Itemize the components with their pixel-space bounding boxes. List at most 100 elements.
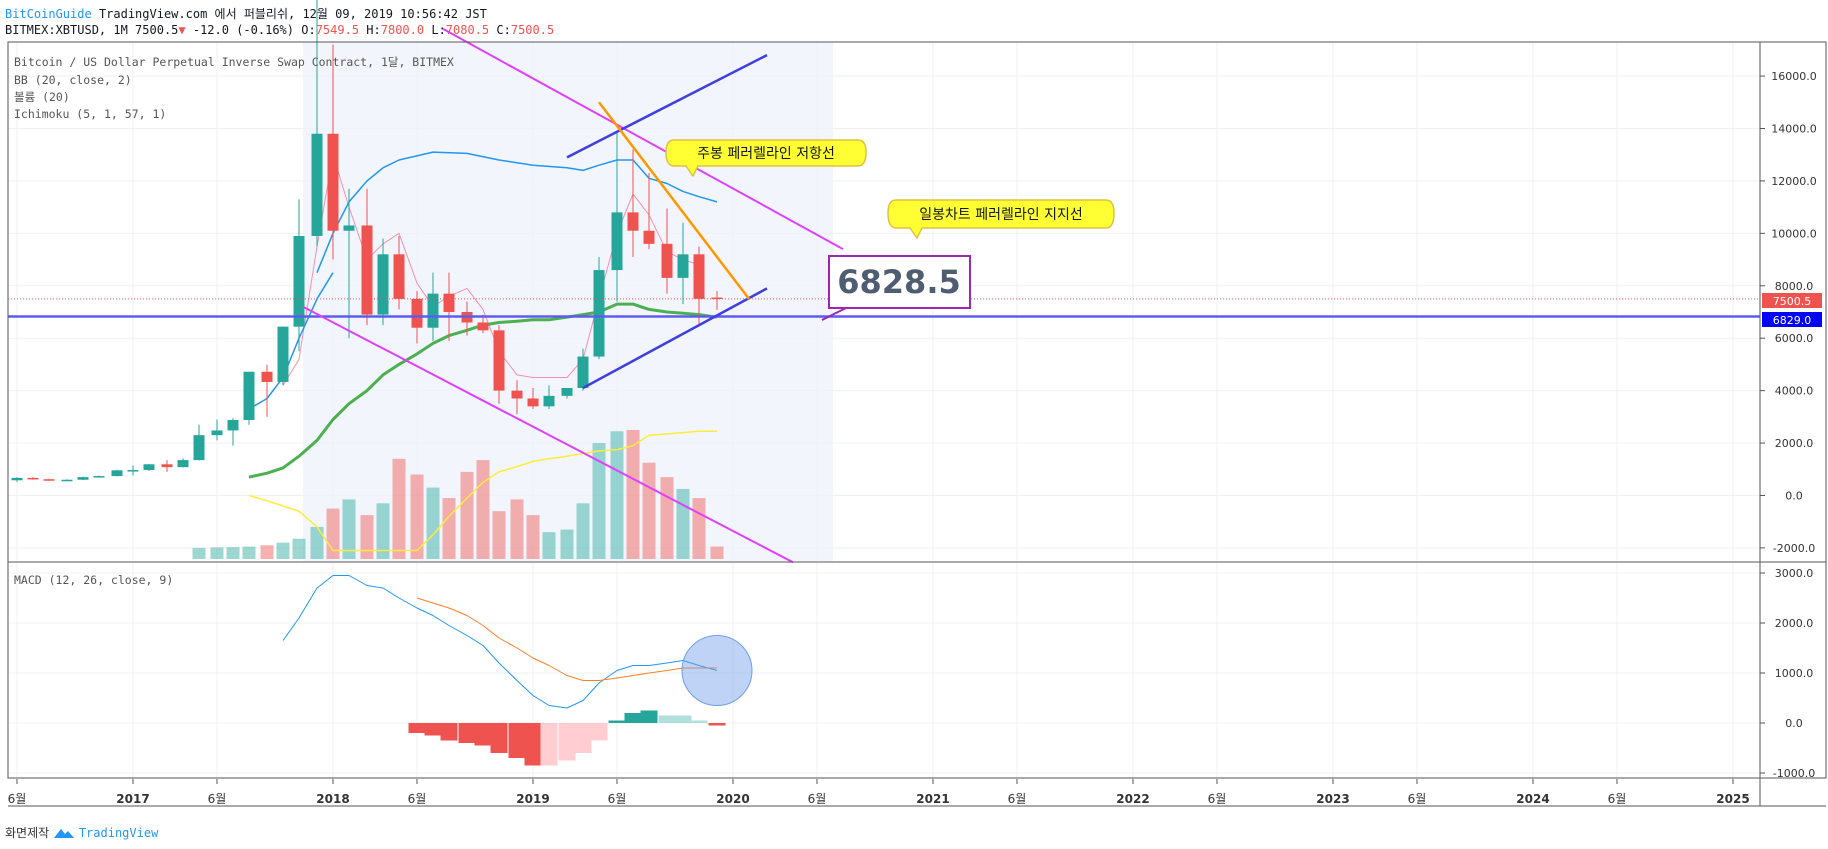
publish-info: TradingView.com 에서 퍼블리쉬, 12월 09, 2019 10… xyxy=(98,7,487,21)
volume-ma-line xyxy=(248,430,717,552)
callout-weekly-text: 주봉 페러렐라인 저항선 xyxy=(697,146,835,162)
volume-bar xyxy=(692,498,706,559)
candle-body xyxy=(527,398,539,407)
macd-histogram-bar xyxy=(558,723,576,761)
volume-bar xyxy=(626,429,640,559)
change-value: -12.0 (-0.16%) xyxy=(192,23,295,37)
candle-body xyxy=(477,322,489,331)
macd-histogram-bar xyxy=(440,723,458,741)
candle-body xyxy=(277,326,289,382)
macd-histogram-bar xyxy=(508,723,526,758)
footer: 화면제작 TradingView xyxy=(5,824,158,841)
legend-volume[interactable]: 볼륨 (20) xyxy=(14,90,70,104)
price-tick-label: 16000.0 xyxy=(1771,70,1817,83)
volume-bar xyxy=(392,458,406,559)
legend-title[interactable]: Bitcoin / US Dollar Perpetual Inverse Sw… xyxy=(14,55,454,69)
volume-bar xyxy=(242,546,256,559)
symbol-info: BITMEX:XBTUSD, 1M 7500.5 xyxy=(5,23,179,37)
candle-body xyxy=(677,254,689,278)
candle-body xyxy=(411,298,423,328)
volume-bar xyxy=(676,488,690,559)
volume-bar xyxy=(460,471,474,559)
candle-body xyxy=(227,419,239,431)
price-level-box[interactable]: 6828.5 xyxy=(821,255,971,321)
macd-histogram-bar xyxy=(424,723,442,736)
chart-axes[interactable]: 16000.0 14000.0 12000.0 10000.0 8000.0 6000.0… xyxy=(7,41,1827,807)
legend-ichimoku[interactable]: Ichimoku (5, 1, 57, 1) xyxy=(14,107,166,121)
macd-histogram-bar xyxy=(690,720,708,723)
macd-histogram-bar xyxy=(574,723,592,753)
callout-weekly-resistance[interactable]: 주봉 페러렐라인 저항선 xyxy=(665,139,867,178)
price-tick-label: 14000.0 xyxy=(1771,123,1817,136)
time-tick-label: 6월 xyxy=(1408,792,1427,806)
publisher-name[interactable]: BitCoinGuide xyxy=(5,7,92,21)
price-tick-label: 8000.0 xyxy=(1775,280,1814,293)
volume-bar xyxy=(326,508,340,559)
volume-bar xyxy=(360,515,374,559)
candle-body xyxy=(493,330,505,391)
high-label: H: xyxy=(366,23,381,37)
volume-bar xyxy=(192,547,206,559)
last-price-tag-text: 7500.5 xyxy=(1773,295,1812,308)
candle-body xyxy=(93,476,105,478)
candle-body xyxy=(193,435,205,461)
candle-body xyxy=(211,430,223,436)
time-tick-label: 6월 xyxy=(208,792,227,806)
time-tick-label: 6월 xyxy=(808,792,827,806)
time-tick-label: 6월 xyxy=(1608,792,1627,806)
price-tick-label: 10000.0 xyxy=(1771,227,1817,240)
volume-bar xyxy=(642,462,656,559)
time-tick-label: 2024 xyxy=(1516,792,1549,806)
volume-bar xyxy=(376,503,390,559)
volume-bar xyxy=(410,474,424,559)
candle-body xyxy=(143,464,155,471)
volume-bar xyxy=(660,477,674,559)
volume-bar xyxy=(560,529,574,559)
candle-body xyxy=(243,371,255,420)
candle-body xyxy=(511,390,523,399)
candle-body xyxy=(661,243,673,278)
macd-histogram-bar xyxy=(524,723,542,766)
macd-histogram-bar xyxy=(674,715,692,723)
volume-bar xyxy=(510,499,524,559)
macd-line xyxy=(282,575,718,709)
time-tick-label: 2020 xyxy=(716,792,749,806)
legend-bb[interactable]: BB (20, close, 2) xyxy=(14,73,132,87)
low-label: L: xyxy=(431,23,446,37)
candle-body xyxy=(611,212,623,271)
footer-brand[interactable]: TradingView xyxy=(78,826,159,840)
candle-body xyxy=(643,230,655,244)
price-tick-label: 6000.0 xyxy=(1775,332,1814,345)
callout-daily-support[interactable]: 일봉차트 페러렐라인 지지선 xyxy=(887,199,1115,240)
macd-histogram-bar xyxy=(708,723,726,726)
legend-macd[interactable]: MACD (12, 26, close, 9) xyxy=(14,573,173,587)
tradingview-logo-icon xyxy=(54,829,74,838)
header-line-2: BITMEX:XBTUSD, 1M 7500.5▼ -12.0 (-0.16%)… xyxy=(5,23,554,37)
macd-histogram-bar xyxy=(640,710,658,723)
header-line-1: BitCoinGuide TradingView.com 에서 퍼블리쉬, 12… xyxy=(5,5,487,22)
volume-bar xyxy=(610,431,624,559)
candle-body xyxy=(27,477,39,480)
macd-tick-label: 3000.0 xyxy=(1775,567,1814,580)
macd-histogram-bar xyxy=(490,723,508,753)
macd-histogram-bar xyxy=(624,713,642,723)
close-label: C: xyxy=(496,23,511,37)
volume-bar xyxy=(260,545,274,559)
chart-series xyxy=(11,0,726,766)
blue-lower-trendline xyxy=(582,287,768,390)
candle-body xyxy=(11,477,23,481)
callout-daily-text: 일봉차트 페러렐라인 지지선 xyxy=(919,207,1082,223)
macd-histogram-bar xyxy=(474,723,492,746)
candle-body xyxy=(427,293,439,328)
time-tick-label: 2021 xyxy=(916,792,949,806)
time-tick-label: 6월 xyxy=(408,792,427,806)
price-tick-label: 0.0 xyxy=(1785,489,1803,502)
macd-histogram-bar xyxy=(608,720,626,723)
time-tick-label: 2019 xyxy=(516,792,549,806)
candle-body xyxy=(77,477,89,480)
price-level-value: 6828.5 xyxy=(837,263,960,301)
volume-bar xyxy=(492,511,506,559)
macd-histogram-bar xyxy=(590,723,608,741)
low-value: 7080.5 xyxy=(445,23,490,37)
